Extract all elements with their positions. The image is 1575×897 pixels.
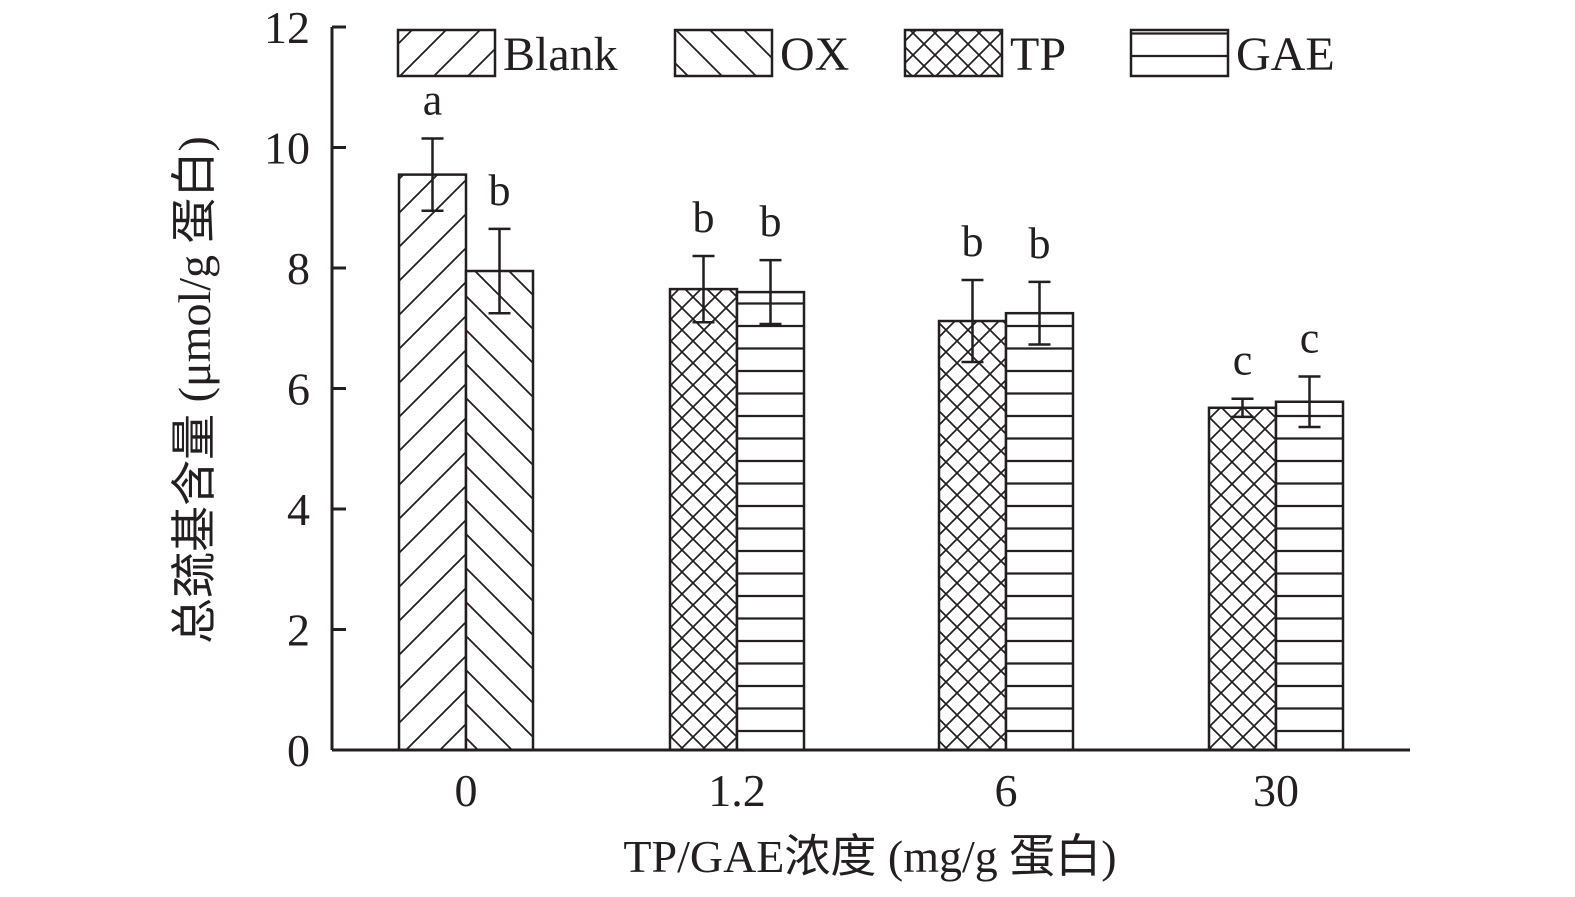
legend-label-ox: OX	[780, 28, 849, 81]
y-tick-label: 0	[287, 725, 310, 776]
legend-label-gae: GAE	[1236, 28, 1335, 81]
x-axis-title: TP/GAE浓度 (mg/g 蛋白)	[623, 831, 1116, 882]
y-tick-label: 8	[287, 243, 310, 294]
y-tick-label: 12	[264, 2, 310, 53]
bar-ox-0	[464, 269, 535, 752]
x-tick-label: 6	[995, 765, 1018, 816]
bar-tp-6	[937, 319, 1008, 752]
x-tick-label: 30	[1253, 765, 1299, 816]
y-tick-label: 2	[287, 605, 310, 656]
y-ticks: 0 2 4 6 8 10 12	[264, 2, 346, 776]
error-bars-group	[421, 137, 1321, 429]
significance-label: b	[1029, 219, 1051, 268]
bar-gae-30	[1274, 400, 1345, 752]
significance-label: c	[1233, 336, 1253, 385]
x-tick-labels: 0 1.2 6 30	[455, 765, 1300, 816]
legend-swatch-ox	[673, 28, 774, 78]
legend-swatch-gae	[1129, 28, 1230, 78]
significance-label: c	[1300, 313, 1320, 362]
y-tick-label: 10	[264, 123, 310, 174]
significance-label: b	[760, 197, 782, 246]
x-tick-label: 1.2	[708, 765, 766, 816]
significance-labels-group: abb b b bc c	[423, 75, 1320, 384]
bar-tp-1_2	[668, 287, 739, 752]
bar-gae-1_2	[735, 290, 806, 752]
significance-label: b	[693, 193, 715, 242]
bar-blank-0	[397, 173, 468, 752]
legend-swatch-tp	[903, 28, 1004, 78]
x-tick-label: 0	[455, 765, 478, 816]
y-tick-label: 4	[287, 484, 310, 535]
legend-swatch-blank	[396, 28, 497, 78]
y-tick-label: 6	[287, 364, 310, 415]
bar-gae-6	[1004, 311, 1075, 752]
legend-label-blank: Blank	[503, 28, 618, 81]
axes: 0 2 4 6 8 10 12 0 1.2 6 30	[264, 2, 1410, 816]
legend-label-tp: TP	[1010, 28, 1066, 81]
y-axis-title: 总巯基含量 (μmol/g 蛋白)	[169, 136, 220, 644]
significance-label: b	[962, 217, 984, 266]
legend: Blank OX TP GAE	[396, 28, 1335, 81]
bars-group	[397, 173, 1345, 752]
significance-label: b	[489, 166, 511, 215]
significance-label: a	[423, 75, 443, 124]
bar-tp-30	[1207, 406, 1278, 752]
